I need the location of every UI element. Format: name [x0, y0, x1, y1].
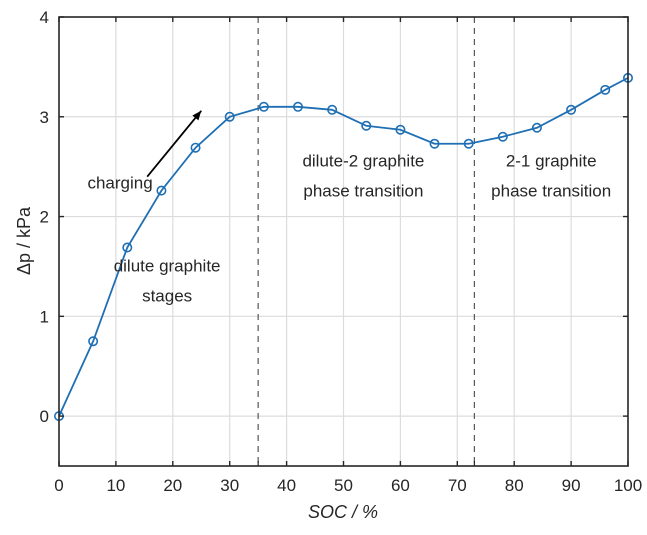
y-tick-label: 4 — [40, 8, 49, 27]
annotation-text: dilute graphite — [114, 256, 221, 275]
phase-boundary-lines — [257, 17, 475, 466]
data-point-marker — [156, 185, 167, 196]
y-tick-label: 2 — [40, 208, 49, 227]
x-tick-label: 20 — [163, 476, 182, 495]
x-tick-label: 30 — [220, 476, 239, 495]
data-point-marker — [566, 104, 577, 115]
data-point-marker — [258, 101, 269, 112]
x-tick-label: 100 — [614, 476, 642, 495]
data-point-marker — [224, 111, 235, 122]
y-tick-label: 3 — [40, 108, 49, 127]
annotation-text: 2-1 graphite — [506, 152, 597, 171]
data-point-marker — [122, 242, 133, 253]
grid-lines — [58, 16, 629, 466]
data-point-marker — [361, 120, 372, 131]
data-point-marker — [497, 131, 508, 142]
charging-arrow-icon — [146, 110, 202, 178]
y-tick-label: 1 — [40, 307, 49, 326]
axis-ticks: 0 10 20 30 40 50 60 70 80 90 100 0 1 2 3 4 — [40, 8, 643, 495]
annotation-text: phase transition — [303, 182, 423, 201]
data-point-marker — [600, 84, 611, 95]
x-axis-label: SOC / % — [308, 502, 378, 522]
data-series — [53, 72, 633, 422]
data-point-marker — [190, 142, 201, 153]
data-point-marker — [88, 336, 99, 347]
y-axis-label: Δp / kPa — [14, 206, 34, 275]
annotation-text: phase transition — [491, 182, 611, 201]
data-point-marker — [429, 138, 440, 149]
x-tick-label: 80 — [505, 476, 524, 495]
data-point-marker — [463, 138, 474, 149]
x-tick-label: 60 — [391, 476, 410, 495]
data-point-marker — [531, 122, 542, 133]
x-tick-label: 10 — [106, 476, 125, 495]
annotation-text: charging — [87, 174, 152, 193]
x-tick-label: 70 — [448, 476, 467, 495]
data-point-marker — [327, 104, 338, 115]
x-tick-label: 90 — [562, 476, 581, 495]
data-point-marker — [292, 101, 303, 112]
annotations: charging dilute graphite stages dilute-2 gr… — [87, 152, 611, 306]
x-tick-label: 40 — [277, 476, 296, 495]
data-point-marker — [395, 124, 406, 135]
x-tick-label: 0 — [54, 476, 63, 495]
annotation-text: dilute-2 graphite — [302, 152, 424, 171]
annotation-text: stages — [142, 286, 192, 305]
y-tick-label: 0 — [40, 407, 49, 426]
x-tick-label: 50 — [334, 476, 353, 495]
